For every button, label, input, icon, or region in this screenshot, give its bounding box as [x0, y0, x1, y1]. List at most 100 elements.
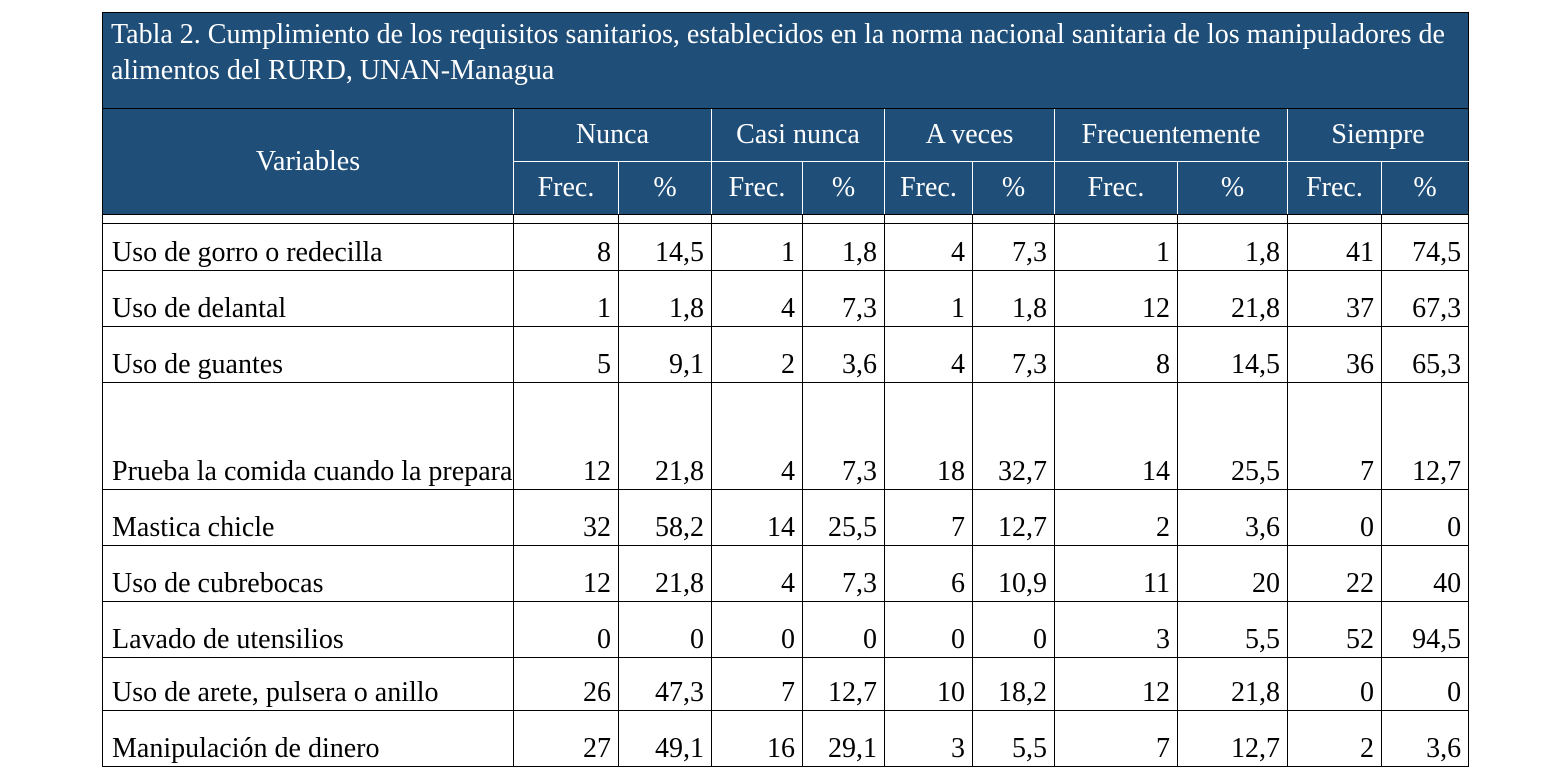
spacer-cell	[802, 214, 885, 224]
frequency-cell: 0	[513, 601, 619, 658]
percent-cell: 18,2	[972, 657, 1055, 711]
percent-cell: 1,8	[618, 270, 712, 327]
percent-cell: 0	[972, 601, 1055, 658]
frequency-cell: 4	[711, 270, 803, 327]
percent-cell: 32,7	[972, 382, 1055, 490]
spacer-cell	[1287, 214, 1382, 224]
percent-cell: 3,6	[1380, 710, 1470, 767]
compliance-table: Tabla 2. Cumplimiento de los requisitos …	[101, 12, 1470, 767]
frequency-cell: 11	[1054, 545, 1178, 602]
table-row: Manipulación de dinero 27 49,1 16 29,1 3 5,5 7 1…	[102, 710, 1470, 767]
row-variable-label: Uso de cubrebocas	[102, 545, 514, 602]
row-variable-label: Lavado de utensilios	[102, 601, 514, 658]
percent-cell: 21,8	[1177, 657, 1288, 711]
row-variable-label: Uso de guantes	[102, 326, 514, 383]
frequency-cell: 16	[711, 710, 803, 767]
frequency-cell: 1	[513, 270, 619, 327]
percent-cell: 20	[1177, 545, 1288, 602]
row-variable-label: Prueba la comida cuando la prepara	[102, 382, 514, 490]
percent-cell: 0	[1380, 657, 1470, 711]
frequency-cell: 37	[1287, 270, 1382, 327]
percent-cell: 21,8	[618, 382, 712, 490]
subheader-freq: Frec.	[711, 161, 803, 215]
percent-cell: 94,5	[1380, 601, 1470, 658]
percent-cell: 12,7	[802, 657, 885, 711]
frequency-cell: 7	[1287, 382, 1382, 490]
frequency-cell: 26	[513, 657, 619, 711]
group-header-frecuentemente: Frecuentemente	[1054, 108, 1288, 162]
frequency-cell: 7	[711, 657, 803, 711]
frequency-cell: 4	[711, 545, 803, 602]
table-row: Uso de cubrebocas 12 21,8 4 7,3 6 10,9 11 20 22 40	[102, 545, 1470, 602]
row-variable-label: Uso de arete, pulsera o anillo	[102, 657, 514, 711]
percent-cell: 7,3	[972, 326, 1055, 383]
percent-cell: 21,8	[1177, 270, 1288, 327]
percent-cell: 7,3	[802, 270, 885, 327]
group-header-casi-nunca: Casi nunca	[711, 108, 885, 162]
percent-cell: 25,5	[802, 489, 885, 546]
frequency-cell: 2	[711, 326, 803, 383]
spacer-cell	[618, 214, 712, 224]
frequency-cell: 12	[1054, 657, 1178, 711]
subheader-freq: Frec.	[1054, 161, 1178, 215]
percent-cell: 21,8	[618, 545, 712, 602]
subheader-pct: %	[972, 161, 1055, 215]
frequency-cell: 0	[711, 601, 803, 658]
frequency-cell: 14	[711, 489, 803, 546]
frequency-cell: 41	[1287, 223, 1382, 271]
frequency-cell: 18	[884, 382, 973, 490]
frequency-cell: 12	[513, 545, 619, 602]
percent-cell: 9,1	[618, 326, 712, 383]
frequency-cell: 32	[513, 489, 619, 546]
percent-cell: 1,8	[802, 223, 885, 271]
frequency-cell: 2	[1054, 489, 1178, 546]
table-row: Mastica chicle 32 58,2 14 25,5 7 12,7 2 3,6 0 0	[102, 489, 1470, 546]
frequency-cell: 1	[711, 223, 803, 271]
frequency-cell: 0	[884, 601, 973, 658]
percent-cell: 74,5	[1380, 223, 1470, 271]
table-row: Lavado de utensilios 0 0 0 0 0 0 3 5,5 52 94,5	[102, 601, 1470, 658]
percent-cell: 3,6	[802, 326, 885, 383]
percent-cell: 25,5	[1177, 382, 1288, 490]
group-header-a-veces: A veces	[884, 108, 1055, 162]
percent-cell: 29,1	[802, 710, 885, 767]
spacer-cell	[884, 214, 973, 224]
variables-header: Variables	[102, 108, 514, 215]
subheader-pct: %	[1177, 161, 1288, 215]
row-variable-label: Manipulación de dinero	[102, 710, 514, 767]
frequency-cell: 3	[884, 710, 973, 767]
frequency-cell: 7	[884, 489, 973, 546]
percent-cell: 12,7	[1177, 710, 1288, 767]
frequency-cell: 0	[1287, 489, 1382, 546]
frequency-cell: 36	[1287, 326, 1382, 383]
frequency-cell: 12	[513, 382, 619, 490]
percent-cell: 1,8	[1177, 223, 1288, 271]
percent-cell: 49,1	[618, 710, 712, 767]
group-header-nunca: Nunca	[513, 108, 712, 162]
group-header-siempre: Siempre	[1286, 108, 1470, 162]
subheader-freq: Frec.	[513, 161, 619, 215]
percent-cell: 5,5	[1177, 601, 1288, 658]
spacer-cell	[1177, 214, 1288, 224]
percent-cell: 14,5	[1177, 326, 1288, 383]
percent-cell: 10,9	[972, 545, 1055, 602]
table-body: Uso de gorro o redecilla 8 14,5 1 1,8 4 7,3 1 1,…	[102, 223, 1470, 767]
frequency-cell: 14	[1054, 382, 1178, 490]
frequency-cell: 52	[1287, 601, 1382, 658]
percent-cell: 7,3	[802, 545, 885, 602]
frequency-cell: 7	[1054, 710, 1178, 767]
spacer-cell	[972, 214, 1055, 224]
frequency-cell: 3	[1054, 601, 1178, 658]
frequency-cell: 8	[513, 223, 619, 271]
spacer-cell	[513, 214, 619, 224]
percent-cell: 47,3	[618, 657, 712, 711]
table-row: Uso de guantes 5 9,1 2 3,6 4 7,3 8 14,5 36 65,3	[102, 326, 1470, 383]
spacer-cell	[1380, 214, 1470, 224]
percent-cell: 5,5	[972, 710, 1055, 767]
row-variable-label: Uso de delantal	[102, 270, 514, 327]
percent-cell: 0	[802, 601, 885, 658]
frequency-cell: 4	[884, 223, 973, 271]
table-row: Uso de delantal 1 1,8 4 7,3 1 1,8 12 21,8 37 67,3	[102, 270, 1470, 327]
frequency-cell: 0	[1287, 657, 1382, 711]
spacer-cell	[711, 214, 803, 224]
